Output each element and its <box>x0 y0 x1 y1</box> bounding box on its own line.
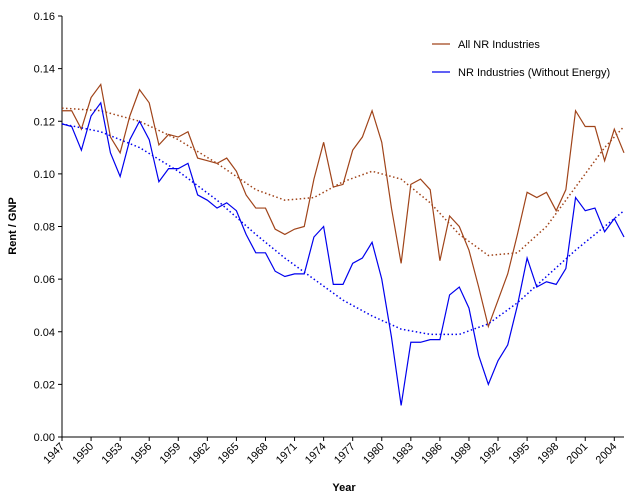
y-tick-label: 0.06 <box>34 274 55 286</box>
y-tick-label: 0.10 <box>34 169 55 181</box>
x-tick-label: 2004 <box>594 441 620 467</box>
series-line <box>61 101 625 406</box>
x-tick-label: 1995 <box>506 441 532 467</box>
x-tick-label: 1968 <box>245 441 271 467</box>
legend-label: All NR Industries <box>458 39 540 51</box>
y-tick-label: 0.02 <box>34 379 55 391</box>
x-tick-label: 2001 <box>565 441 591 467</box>
x-tick-label: 1959 <box>158 441 184 467</box>
x-tick-label: 1956 <box>129 441 155 467</box>
trend-line <box>61 107 625 257</box>
x-tick-label: 1962 <box>187 441 213 467</box>
x-tick-label: 1989 <box>448 441 474 467</box>
x-tick-label: 1947 <box>41 441 67 467</box>
y-tick-label: 0.16 <box>34 11 55 23</box>
x-tick-label: 1965 <box>216 441 242 467</box>
y-tick-label: 0.12 <box>34 116 55 128</box>
x-tick-label: 1950 <box>70 441 96 467</box>
legend-label: NR Industries (Without Energy) <box>458 67 610 79</box>
series-line <box>62 82 625 329</box>
y-tick-label: 0.08 <box>34 222 55 234</box>
x-tick-label: 1974 <box>303 441 329 467</box>
y-tick-label: 0.04 <box>34 327 55 339</box>
x-tick-label: 1986 <box>419 441 445 467</box>
y-axis-title: Rent / GNP <box>7 197 19 254</box>
x-tick-label: 1953 <box>99 441 125 467</box>
x-tick-label: 1971 <box>274 441 300 467</box>
x-tick-label: 1980 <box>361 441 387 467</box>
y-tick-label: 0.14 <box>34 64 55 76</box>
x-tick-label: 1998 <box>535 441 561 467</box>
x-tick-label: 1977 <box>332 441 358 467</box>
x-tick-label: 1983 <box>390 441 416 467</box>
x-tick-label: 1992 <box>477 441 503 467</box>
x-axis-title: Year <box>332 482 356 494</box>
y-tick-label: 0.00 <box>34 432 55 444</box>
trend-line <box>61 123 625 336</box>
